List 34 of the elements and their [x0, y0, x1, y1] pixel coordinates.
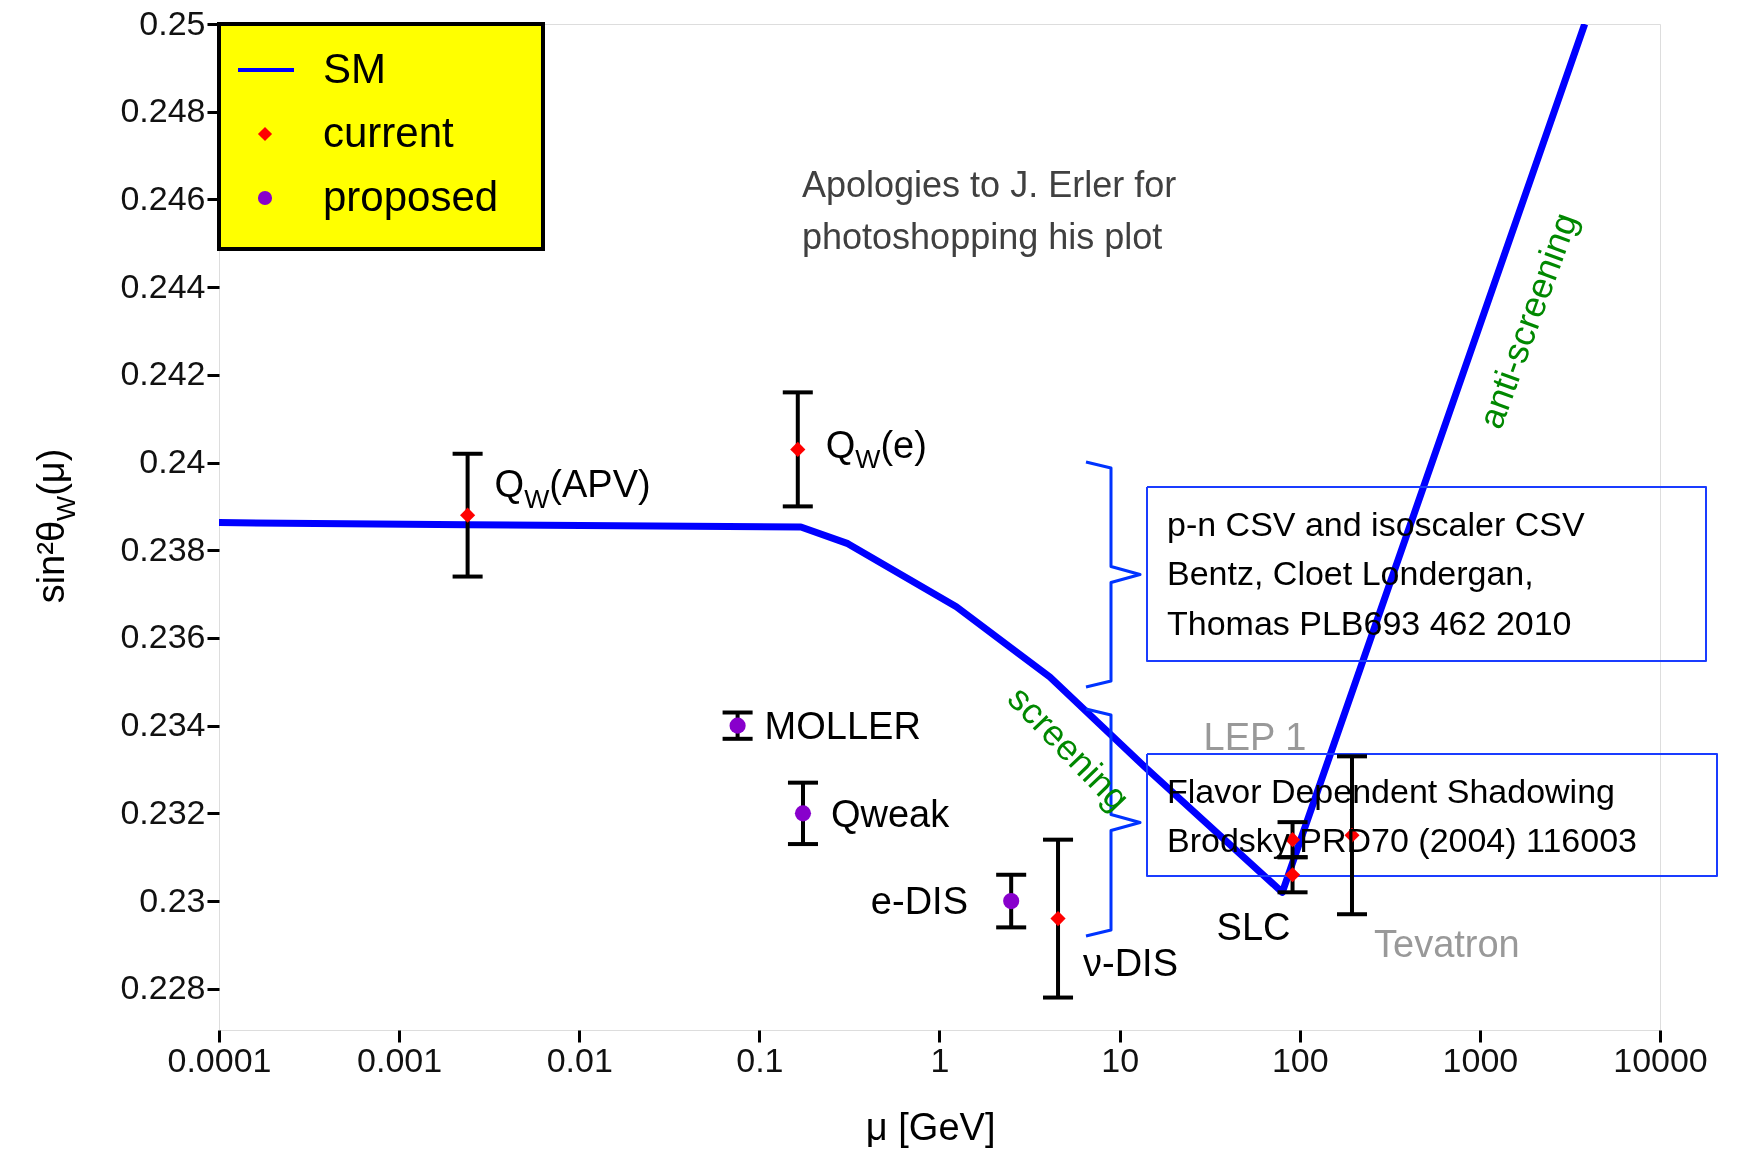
- y-tick-label: 0.238: [120, 529, 206, 568]
- y-tick-label: 0.244: [120, 266, 206, 305]
- x-tick-label: 0.001: [357, 1040, 443, 1079]
- y-tick-label: 0.246: [120, 178, 206, 217]
- annotation: e-DIS: [870, 880, 968, 923]
- y-tick-label: 0.228: [120, 968, 206, 1007]
- x-tick-label: 0.0001: [167, 1040, 272, 1079]
- x-tick-label: 100: [1271, 1040, 1329, 1079]
- y-tick-label: 0.242: [120, 354, 206, 393]
- x-tick-label: 1: [930, 1040, 950, 1079]
- annotation: Qweak: [830, 792, 951, 835]
- x-tick-label: 10: [1101, 1040, 1140, 1079]
- x-tick-label: 0.1: [736, 1040, 784, 1079]
- y-tick-label: 0.25: [139, 3, 206, 42]
- y-tick-label: 0.236: [120, 617, 206, 656]
- y-axis-title: sin²θW(μ): [30, 448, 81, 604]
- y-tick-label: 0.232: [120, 792, 206, 831]
- x-axis-title: μ [GeV]: [865, 1106, 996, 1148]
- y-tick-label: 0.24: [139, 442, 206, 481]
- x-tick-label: 1000: [1442, 1040, 1519, 1079]
- annotation: LEP 1: [1203, 715, 1307, 758]
- x-tick-label: 0.01: [546, 1040, 613, 1079]
- y-tick-label: 0.248: [120, 91, 206, 130]
- legend-label: SM: [323, 45, 386, 92]
- annotation: MOLLER: [764, 704, 921, 747]
- annotation: Tevatron: [1373, 922, 1520, 965]
- annotation: Apologies to J. Erler for photoshopping his plot: [802, 164, 1177, 258]
- annotation: ν-DIS: [1083, 941, 1179, 984]
- y-tick-label: 0.23: [139, 880, 206, 919]
- y-tick-label: 0.234: [120, 705, 206, 744]
- legend-label: current: [323, 109, 455, 156]
- legend-label: proposed: [323, 173, 499, 220]
- x-tick-label: 10000: [1613, 1040, 1708, 1079]
- annotation: SLC: [1216, 906, 1291, 949]
